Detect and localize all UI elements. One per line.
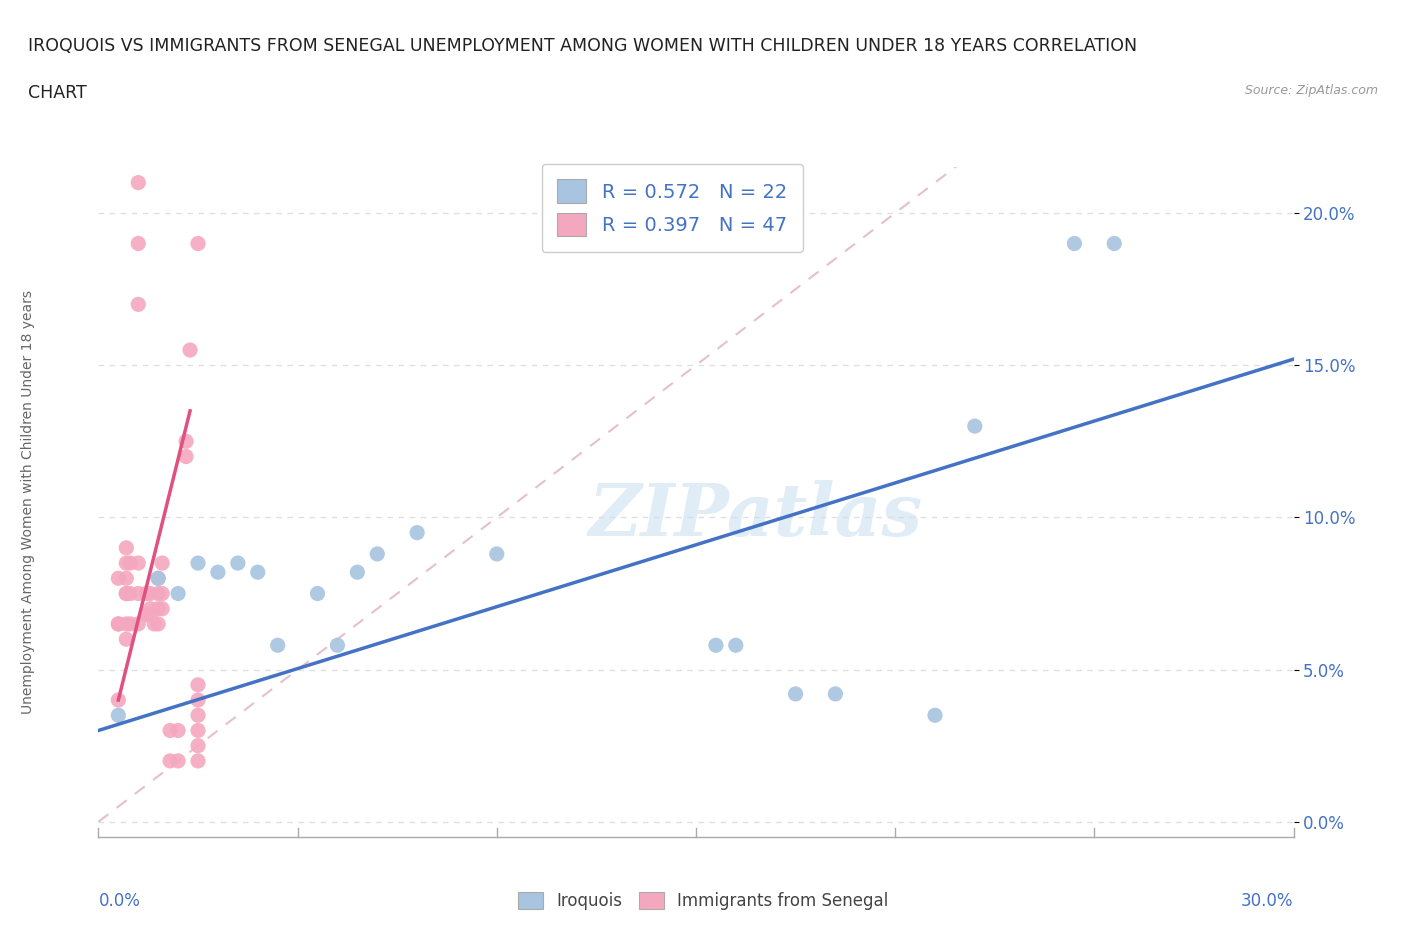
Point [150,586,173,601]
Point [115,617,138,631]
Legend: Iroquois, Immigrants from Senegal: Iroquois, Immigrants from Senegal [510,885,896,917]
Point [167,723,190,737]
Point [785,686,807,701]
Point [963,418,986,433]
Point [139,602,162,617]
Point [187,723,209,737]
Text: Unemployment Among Women with Children Under 18 years: Unemployment Among Women with Children U… [21,290,35,714]
Point [159,753,181,768]
Point [167,753,190,768]
Point [187,677,209,692]
Point [207,565,229,579]
Point [107,693,129,708]
Point [406,525,429,540]
Point [148,571,170,586]
Point [150,602,173,617]
Point [107,617,129,631]
Point [143,617,166,631]
Point [226,555,249,570]
Point [174,434,197,449]
Point [115,586,138,601]
Point [135,607,157,622]
Legend: R = 0.572   N = 22, R = 0.397   N = 47: R = 0.572 N = 22, R = 0.397 N = 47 [541,164,803,252]
Point [346,565,368,579]
Text: 0.0%: 0.0% [98,892,141,910]
Point [107,571,129,586]
Point [148,602,170,617]
Point [127,297,149,312]
Point [187,693,209,708]
Point [187,738,209,753]
Point [174,449,197,464]
Point [148,571,170,586]
Point [187,708,209,723]
Point [127,236,149,251]
Point [704,638,727,653]
Point [139,586,162,601]
Point [167,586,190,601]
Point [824,686,846,701]
Point [187,555,209,570]
Point [148,617,170,631]
Point [115,555,138,570]
Point [246,565,269,579]
Point [135,586,157,601]
Point [115,540,138,555]
Point [127,555,149,570]
Point [127,175,149,190]
Point [127,617,149,631]
Point [485,547,508,562]
Point [179,342,201,357]
Point [1063,236,1085,251]
Point [120,617,142,631]
Point [115,586,138,601]
Point [127,586,149,601]
Point [326,638,349,653]
Text: Source: ZipAtlas.com: Source: ZipAtlas.com [1244,84,1378,97]
Point [120,555,142,570]
Point [139,607,162,622]
Point [724,638,747,653]
Point [107,708,129,723]
Point [1102,236,1125,251]
Point [924,708,946,723]
Text: CHART: CHART [28,84,87,101]
Point [267,638,290,653]
Point [366,547,388,562]
Text: IROQUOIS VS IMMIGRANTS FROM SENEGAL UNEMPLOYMENT AMONG WOMEN WITH CHILDREN UNDER: IROQUOIS VS IMMIGRANTS FROM SENEGAL UNEM… [28,37,1137,55]
Text: 30.0%: 30.0% [1241,892,1294,910]
Point [107,617,129,631]
Point [148,586,170,601]
Point [115,631,138,646]
Point [115,571,138,586]
Point [187,753,209,768]
Point [187,236,209,251]
Point [150,555,173,570]
Point [159,723,181,737]
Text: ZIPatlas: ZIPatlas [589,480,922,551]
Point [120,586,142,601]
Point [307,586,329,601]
